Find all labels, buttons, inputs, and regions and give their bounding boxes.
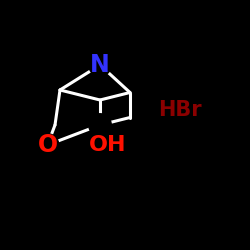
Circle shape xyxy=(89,54,111,76)
Text: HBr: HBr xyxy=(158,100,202,120)
Text: N: N xyxy=(90,53,110,77)
Text: O: O xyxy=(38,133,58,157)
Text: OH: OH xyxy=(89,135,126,155)
Circle shape xyxy=(36,134,59,156)
Circle shape xyxy=(89,114,111,136)
